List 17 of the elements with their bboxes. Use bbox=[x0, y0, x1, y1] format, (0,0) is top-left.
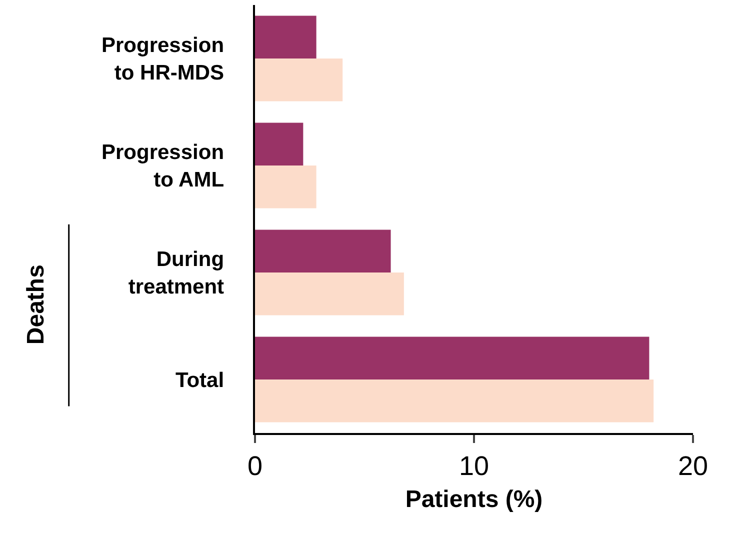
bar bbox=[255, 58, 343, 102]
x-tick-label: 20 bbox=[678, 451, 708, 482]
y-tick-label: During treatment bbox=[128, 248, 224, 298]
bar bbox=[255, 230, 391, 272]
text: Deaths bbox=[22, 264, 50, 345]
bar bbox=[255, 122, 304, 166]
y-tick-label: Total bbox=[175, 368, 224, 392]
bar bbox=[255, 336, 650, 380]
y-tick-label: Progression to AML bbox=[102, 141, 224, 192]
bar bbox=[255, 16, 316, 58]
y-tick-label: Progression to HR-MDS bbox=[102, 34, 224, 84]
x-tick-label: 0 bbox=[247, 451, 263, 482]
bar bbox=[255, 272, 404, 316]
bar bbox=[255, 380, 654, 422]
bar bbox=[255, 166, 316, 208]
x-axis-title: Patients (%) bbox=[405, 486, 543, 513]
x-tick-label: 10 bbox=[458, 451, 490, 482]
